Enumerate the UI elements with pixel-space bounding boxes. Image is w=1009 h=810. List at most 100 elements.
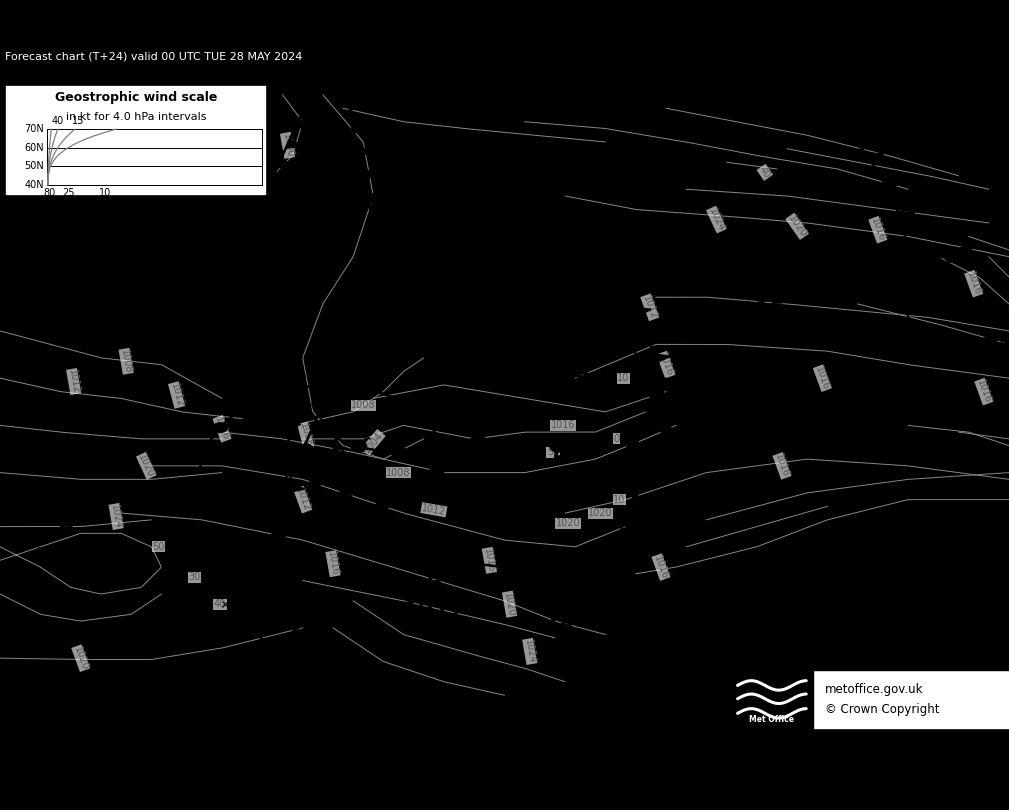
- Text: 1012: 1012: [421, 503, 447, 517]
- Polygon shape: [324, 376, 341, 386]
- Polygon shape: [425, 440, 440, 449]
- Text: 40N: 40N: [24, 180, 44, 190]
- Circle shape: [431, 441, 446, 452]
- Circle shape: [351, 441, 366, 452]
- Polygon shape: [284, 504, 301, 513]
- Polygon shape: [335, 497, 347, 507]
- Polygon shape: [904, 272, 920, 282]
- Text: 25: 25: [62, 188, 75, 198]
- Circle shape: [273, 387, 288, 397]
- Polygon shape: [358, 262, 375, 272]
- Polygon shape: [211, 262, 228, 271]
- Text: 1027: 1027: [403, 601, 465, 621]
- Text: L: L: [408, 307, 420, 326]
- Text: metoffice.gov.uk
© Crown Copyright: metoffice.gov.uk © Crown Copyright: [825, 684, 939, 717]
- Text: 1016: 1016: [869, 216, 887, 243]
- Text: 1008: 1008: [386, 467, 411, 478]
- Polygon shape: [274, 544, 291, 554]
- Polygon shape: [628, 284, 645, 293]
- Polygon shape: [305, 100, 322, 109]
- Polygon shape: [662, 425, 678, 434]
- Text: 1000: 1000: [281, 132, 295, 158]
- Polygon shape: [356, 147, 374, 157]
- Polygon shape: [247, 280, 262, 289]
- Bar: [731, 670, 813, 731]
- Polygon shape: [351, 124, 369, 134]
- Circle shape: [624, 437, 639, 447]
- Bar: [813, 670, 1009, 731]
- Text: 1020: 1020: [556, 518, 580, 528]
- Polygon shape: [249, 334, 266, 343]
- Circle shape: [650, 390, 664, 400]
- Polygon shape: [884, 182, 901, 190]
- Circle shape: [637, 364, 652, 373]
- Circle shape: [611, 312, 627, 322]
- Polygon shape: [277, 524, 295, 533]
- Polygon shape: [256, 647, 272, 656]
- Text: 1008: 1008: [298, 422, 314, 449]
- Polygon shape: [276, 485, 294, 494]
- Text: 1014: 1014: [665, 439, 727, 459]
- Text: 1016: 1016: [652, 554, 670, 580]
- Circle shape: [418, 415, 433, 424]
- Text: 1012: 1012: [294, 486, 312, 513]
- Polygon shape: [898, 211, 915, 220]
- Text: Met Office: Met Office: [750, 714, 794, 723]
- Polygon shape: [305, 667, 321, 676]
- Text: 1024: 1024: [529, 476, 591, 497]
- Text: H: H: [552, 449, 568, 468]
- Text: 10: 10: [613, 495, 626, 505]
- Polygon shape: [272, 531, 288, 540]
- Polygon shape: [273, 508, 290, 517]
- Circle shape: [466, 559, 480, 569]
- Text: Forecast chart (T+24) valid 00 UTC TUE 28 MAY 2024: Forecast chart (T+24) valid 00 UTC TUE 2…: [5, 51, 303, 61]
- Text: 1004: 1004: [120, 331, 183, 352]
- Text: 1016: 1016: [975, 378, 993, 405]
- Text: 50N: 50N: [24, 161, 44, 171]
- Circle shape: [373, 503, 387, 513]
- Polygon shape: [312, 420, 329, 429]
- Text: H: H: [426, 573, 442, 593]
- Text: 997: 997: [315, 463, 361, 483]
- Text: 1020: 1020: [588, 508, 612, 518]
- Polygon shape: [645, 330, 662, 339]
- Text: 1003: 1003: [382, 335, 445, 355]
- Circle shape: [319, 425, 335, 436]
- Text: 1012: 1012: [641, 294, 659, 321]
- Polygon shape: [249, 322, 265, 330]
- Polygon shape: [350, 284, 367, 295]
- Circle shape: [550, 441, 566, 452]
- Polygon shape: [203, 449, 218, 457]
- Text: 1024: 1024: [523, 638, 537, 664]
- Polygon shape: [265, 606, 282, 616]
- Polygon shape: [293, 463, 308, 472]
- Text: 30: 30: [189, 572, 201, 582]
- Polygon shape: [250, 667, 266, 676]
- Text: 40: 40: [214, 599, 226, 609]
- Polygon shape: [253, 219, 269, 228]
- Circle shape: [982, 337, 997, 347]
- Polygon shape: [269, 382, 287, 390]
- Text: L: L: [569, 584, 581, 603]
- Text: 1016: 1016: [326, 551, 340, 577]
- Circle shape: [353, 383, 368, 393]
- Circle shape: [610, 285, 625, 294]
- Polygon shape: [222, 185, 239, 194]
- Text: 50: 50: [152, 542, 164, 552]
- Text: 1016: 1016: [551, 420, 575, 430]
- Text: 1020: 1020: [786, 213, 808, 239]
- Polygon shape: [271, 565, 288, 574]
- Polygon shape: [268, 178, 286, 188]
- Circle shape: [512, 435, 527, 446]
- Polygon shape: [664, 401, 680, 411]
- Polygon shape: [635, 308, 651, 317]
- Polygon shape: [212, 236, 227, 245]
- Polygon shape: [623, 517, 639, 526]
- Circle shape: [587, 448, 601, 457]
- Text: L: L: [937, 220, 949, 238]
- Text: 80: 80: [43, 188, 55, 198]
- Text: H: H: [895, 405, 911, 424]
- Text: 1020: 1020: [136, 453, 156, 480]
- Text: 1020: 1020: [502, 591, 517, 617]
- Polygon shape: [247, 259, 262, 269]
